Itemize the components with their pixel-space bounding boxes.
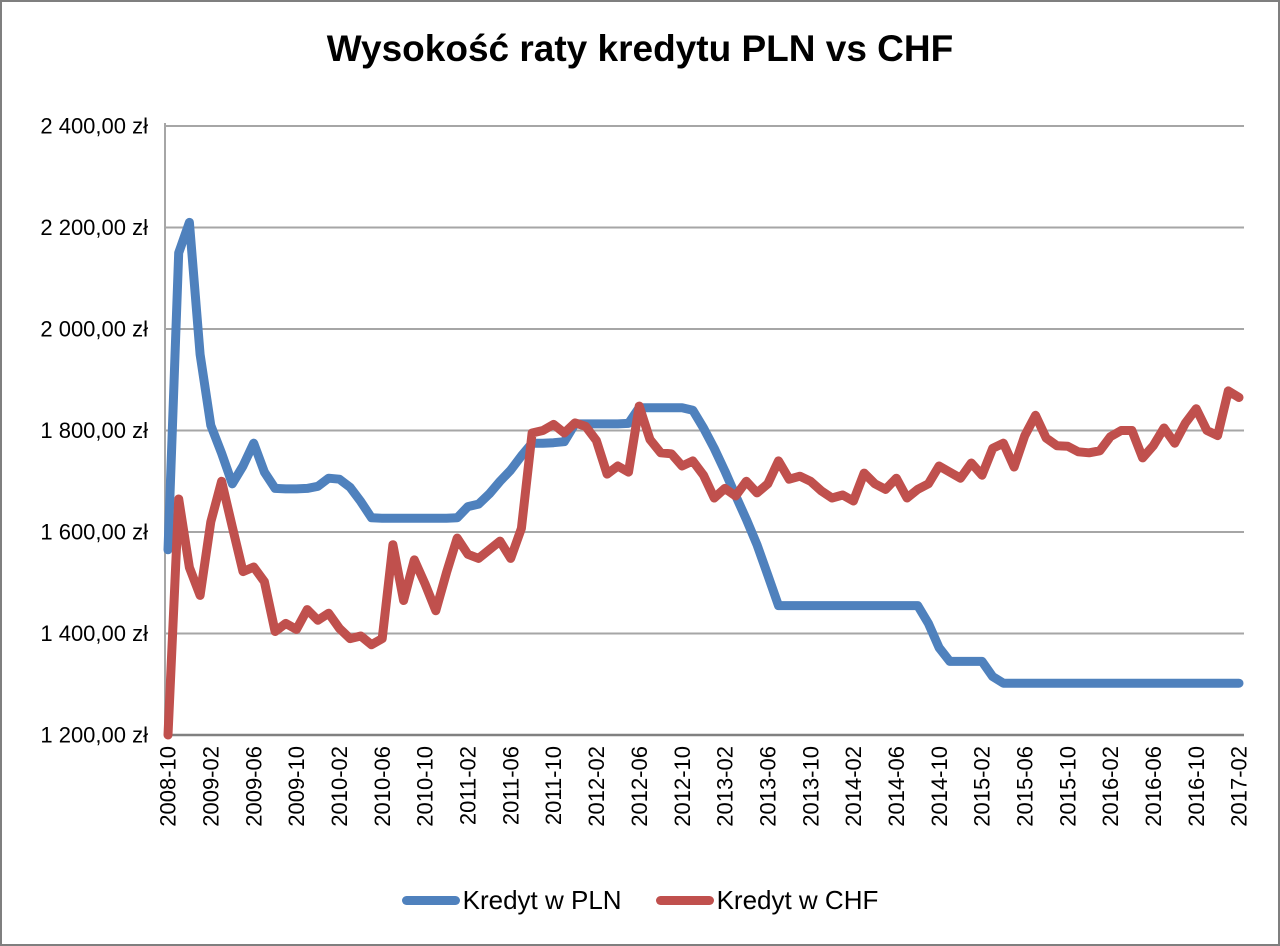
- x-axis-tick-label: 2017-02: [1227, 746, 1252, 827]
- series-line-pln: [163, 217, 1244, 688]
- x-axis-tick-label: 2015-10: [1055, 746, 1080, 827]
- x-axis-tick-label: 2012-10: [670, 746, 695, 827]
- legend-label-chf: Kredyt w CHF: [716, 885, 879, 915]
- legend-label-pln: Kredyt w PLN: [462, 885, 622, 915]
- x-axis-tick-label: 2009-06: [241, 746, 266, 827]
- x-axis-tick-label: 2010-06: [370, 746, 395, 827]
- x-axis-tick-label: 2013-06: [755, 746, 780, 827]
- x-axis-tick-label: 2015-02: [970, 746, 995, 827]
- x-axis-tick-label: 2011-06: [498, 746, 523, 825]
- x-axis-tick-label: 2014-10: [927, 746, 952, 827]
- series-line-chf: [163, 386, 1244, 740]
- legend-swatch-pln-icon: [401, 896, 460, 905]
- x-axis-tick-label: 2010-10: [413, 746, 438, 827]
- x-axis-tick-label: 2016-02: [1098, 746, 1123, 827]
- y-axis-tick-label: 2 200,00 zł: [40, 215, 148, 240]
- x-axis-tick-label: 2013-10: [798, 746, 823, 827]
- x-axis-tick-label: 2009-02: [199, 746, 224, 827]
- x-axis-tick-label: 2016-10: [1184, 746, 1209, 827]
- x-axis-tick-label: 2011-02: [456, 746, 481, 825]
- chart-legend: Kredyt w PLN Kredyt w CHF: [2, 885, 1278, 916]
- y-axis-tick-label: 1 400,00 zł: [40, 621, 148, 646]
- x-axis-tick-label: 2014-02: [841, 746, 866, 827]
- x-axis-tick-label: 2016-06: [1141, 746, 1166, 827]
- x-axis-tick-label: 2009-10: [284, 746, 309, 827]
- x-axis-tick-label: 2012-02: [584, 746, 609, 827]
- legend-item-chf: Kredyt w CHF: [655, 885, 879, 916]
- y-axis-tick-label: 1 200,00 zł: [40, 723, 148, 748]
- legend-swatch-chf-icon: [655, 896, 714, 905]
- chart-title: Wysokość raty kredytu PLN vs CHF: [326, 28, 954, 69]
- y-axis-tick-label: 2 400,00 zł: [40, 114, 148, 139]
- x-axis-tick-label: 2010-02: [327, 746, 352, 827]
- x-axis-tick-label: 2013-02: [713, 746, 738, 827]
- x-axis-tick-label: 2008-10: [156, 746, 181, 827]
- x-axis-tick-label: 2011-10: [541, 746, 566, 825]
- y-axis-tick-label: 1 800,00 zł: [40, 418, 148, 443]
- y-axis-tick-label: 2 000,00 zł: [40, 317, 148, 342]
- legend-item-pln: Kredyt w PLN: [401, 885, 622, 916]
- x-axis-tick-label: 2014-06: [884, 746, 909, 827]
- y-axis-tick-label: 1 600,00 zł: [40, 520, 148, 545]
- x-axis-tick-label: 2015-06: [1013, 746, 1038, 827]
- x-axis-tick-label: 2012-06: [627, 746, 652, 827]
